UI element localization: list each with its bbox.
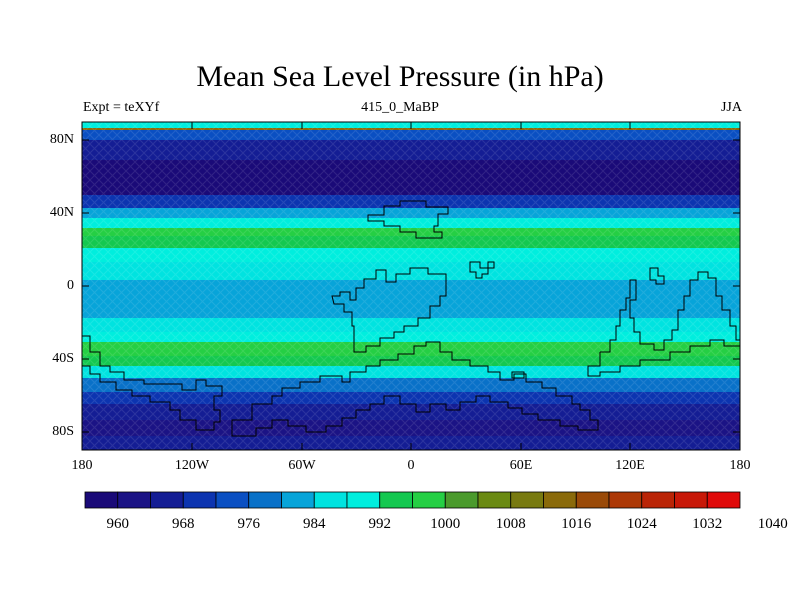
colorbar-box bbox=[84, 491, 119, 509]
colorbar-label: 1000 bbox=[430, 516, 461, 532]
lat-label-40n: 40N bbox=[49, 205, 74, 220]
colorbar-box bbox=[706, 491, 741, 509]
colorbar-box bbox=[379, 491, 413, 509]
period-label: 415_0_MaBP bbox=[361, 100, 439, 115]
contour-hatching bbox=[82, 122, 740, 450]
coastline-western-south bbox=[82, 335, 223, 431]
colorbar-box bbox=[248, 491, 282, 509]
colorbar-box bbox=[313, 491, 348, 509]
lon-label-180e: 180 bbox=[729, 458, 751, 473]
colorbar-box bbox=[150, 491, 184, 509]
colorbar-box bbox=[117, 491, 151, 509]
colorbar-label: 1024 bbox=[626, 516, 657, 532]
coastline-eastern-south bbox=[587, 339, 740, 377]
coastline-northern-continent bbox=[367, 200, 449, 239]
colorbar-label: 1016 bbox=[561, 516, 592, 532]
colorbar-box bbox=[477, 491, 512, 509]
colorbar-label: 968 bbox=[172, 516, 195, 532]
colorbar-box bbox=[510, 491, 544, 509]
coastline-central-continent bbox=[331, 267, 447, 353]
experiment-label: Expt = teXYf bbox=[83, 100, 160, 115]
colorbar-label: 1040 bbox=[757, 516, 788, 532]
colorbar-box bbox=[641, 491, 675, 509]
colorbar-label: 1008 bbox=[495, 516, 526, 532]
colorbar-label: 1032 bbox=[692, 516, 723, 532]
colorbar-box bbox=[346, 491, 381, 509]
colorbar-box bbox=[215, 491, 250, 509]
lon-label-120e: 120E bbox=[615, 458, 645, 473]
lon-label-180w: 180 bbox=[71, 458, 93, 473]
lon-label-60e: 60E bbox=[509, 458, 533, 473]
colorbar bbox=[84, 491, 741, 509]
lat-label-40s: 40S bbox=[52, 351, 74, 366]
lat-label-80n: 80N bbox=[49, 132, 74, 147]
coastline-islet bbox=[649, 267, 665, 285]
chart-title: Mean Sea Level Pressure (in hPa) bbox=[196, 60, 604, 93]
colorbar-label: 992 bbox=[368, 516, 392, 532]
coastlines bbox=[82, 200, 740, 437]
coastline-eastern-continent bbox=[600, 271, 740, 353]
colorbar-box bbox=[281, 491, 315, 509]
lat-label-80s: 80S bbox=[52, 424, 74, 439]
lon-label-0: 0 bbox=[407, 458, 415, 473]
colorbar-box bbox=[412, 491, 446, 509]
colorbar-box bbox=[182, 491, 217, 509]
colorbar-box bbox=[543, 491, 577, 509]
coastline-small-island bbox=[469, 261, 495, 279]
coastline-southern-continent bbox=[231, 341, 599, 437]
colorbar-label: 960 bbox=[106, 516, 130, 532]
colorbar-box bbox=[444, 491, 479, 509]
lon-label-60w: 60W bbox=[288, 458, 316, 473]
colorbar-box bbox=[575, 491, 610, 509]
colorbar-label: 976 bbox=[237, 516, 261, 532]
colorbar-box bbox=[608, 491, 643, 509]
axis-ticks bbox=[81, 122, 741, 450]
colorbar-box bbox=[674, 491, 708, 509]
coastline-islet-east bbox=[511, 371, 525, 379]
lon-label-120w: 120W bbox=[174, 458, 210, 473]
season-label: JJA bbox=[720, 100, 742, 115]
colorbar-label: 984 bbox=[303, 516, 326, 532]
lat-label-eq: 0 bbox=[67, 278, 74, 293]
